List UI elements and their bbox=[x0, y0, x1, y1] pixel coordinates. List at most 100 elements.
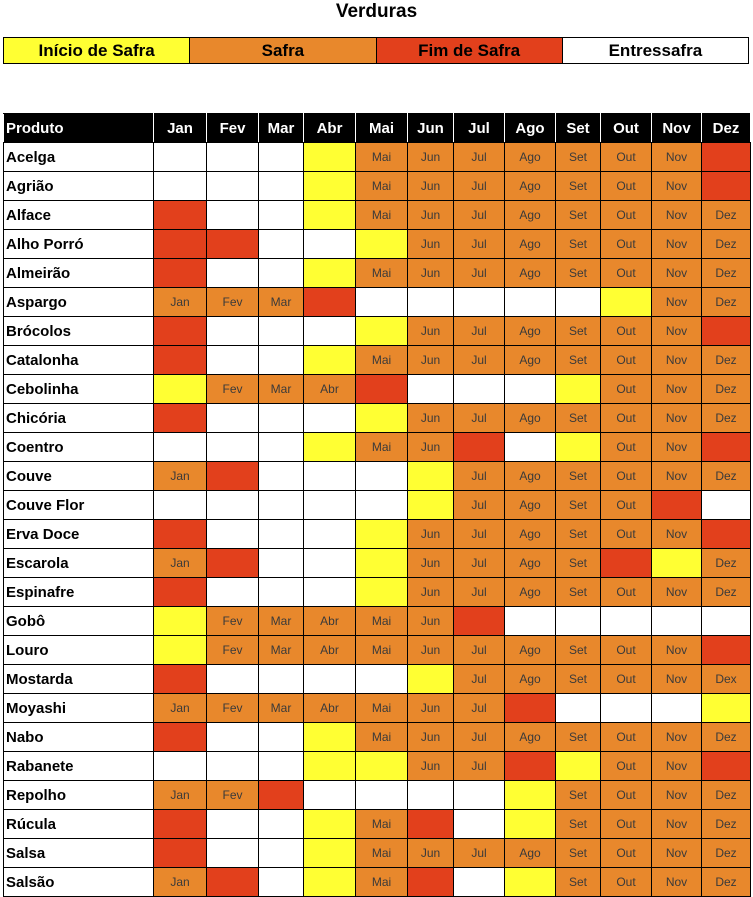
month-cell: Nov bbox=[651, 751, 702, 781]
month-cell: Out bbox=[600, 780, 652, 810]
table-row: Coentro Mai Jun Out Nov bbox=[3, 432, 751, 462]
month-cell: Jun bbox=[407, 519, 454, 549]
header-month: Out bbox=[600, 113, 652, 143]
month-cell bbox=[701, 490, 751, 520]
month-cell: Dez bbox=[701, 809, 751, 839]
month-cell: Mar bbox=[258, 374, 304, 404]
header-month: Ago bbox=[504, 113, 556, 143]
month-cell: Out bbox=[600, 751, 652, 781]
month-cell bbox=[206, 722, 259, 752]
month-cell bbox=[153, 577, 207, 607]
month-cell: Dez bbox=[701, 461, 751, 491]
month-cell bbox=[651, 548, 702, 578]
header-month: Nov bbox=[651, 113, 702, 143]
table-row: Cebolinha Fev Mar Abr Out Nov Dez bbox=[3, 374, 751, 404]
month-cell bbox=[453, 780, 505, 810]
product-name: Erva Doce bbox=[3, 519, 154, 549]
table-row: Acelga Mai Jun Jul Ago Set Out Nov bbox=[3, 142, 751, 172]
month-cell: Set bbox=[555, 664, 601, 694]
month-cell bbox=[555, 374, 601, 404]
month-cell: Abr bbox=[303, 693, 356, 723]
month-cell: Mai bbox=[355, 345, 408, 375]
month-cell: Dez bbox=[701, 229, 751, 259]
product-name: Cebolinha bbox=[3, 374, 154, 404]
month-cell: Jun bbox=[407, 171, 454, 201]
month-cell: Nov bbox=[651, 577, 702, 607]
month-cell: Jun bbox=[407, 200, 454, 230]
month-cell bbox=[206, 577, 259, 607]
month-cell bbox=[258, 577, 304, 607]
product-name: Couve bbox=[3, 461, 154, 491]
month-cell bbox=[258, 809, 304, 839]
month-cell: Nov bbox=[651, 403, 702, 433]
month-cell bbox=[303, 432, 356, 462]
month-cell: Dez bbox=[701, 403, 751, 433]
month-cell bbox=[355, 548, 408, 578]
month-cell: Mai bbox=[355, 838, 408, 868]
month-cell: Nov bbox=[651, 171, 702, 201]
table-header-row: Produto Jan Fev Mar Abr Mai Jun Jul Ago … bbox=[3, 113, 751, 143]
month-cell: Jun bbox=[407, 548, 454, 578]
month-cell: Nov bbox=[651, 519, 702, 549]
month-cell: Mai bbox=[355, 432, 408, 462]
month-cell: Set bbox=[555, 548, 601, 578]
month-cell bbox=[701, 519, 751, 549]
month-cell bbox=[206, 809, 259, 839]
month-cell: Dez bbox=[701, 722, 751, 752]
month-cell: Jul bbox=[453, 461, 505, 491]
month-cell bbox=[453, 374, 505, 404]
month-cell: Dez bbox=[701, 867, 751, 897]
month-cell: Ago bbox=[504, 200, 556, 230]
month-cell bbox=[258, 171, 304, 201]
month-cell: Jul bbox=[453, 577, 505, 607]
month-cell bbox=[153, 200, 207, 230]
month-cell: Set bbox=[555, 316, 601, 346]
month-cell: Nov bbox=[651, 258, 702, 288]
month-cell bbox=[153, 722, 207, 752]
month-cell bbox=[153, 142, 207, 172]
month-cell bbox=[600, 548, 652, 578]
month-cell bbox=[153, 606, 207, 636]
month-cell bbox=[453, 606, 505, 636]
product-name: Rabanete bbox=[3, 751, 154, 781]
month-cell: Out bbox=[600, 664, 652, 694]
legend-fim: Fim de Safra bbox=[376, 38, 563, 63]
month-cell bbox=[206, 258, 259, 288]
month-cell: Nov bbox=[651, 809, 702, 839]
month-cell: Set bbox=[555, 867, 601, 897]
legend-safra: Safra bbox=[190, 38, 377, 63]
month-cell: Ago bbox=[504, 403, 556, 433]
month-cell: Mar bbox=[258, 635, 304, 665]
month-cell: Nov bbox=[651, 780, 702, 810]
month-cell: Set bbox=[555, 403, 601, 433]
month-cell bbox=[153, 403, 207, 433]
month-cell bbox=[355, 780, 408, 810]
month-cell bbox=[504, 780, 556, 810]
month-cell bbox=[153, 374, 207, 404]
month-cell bbox=[258, 142, 304, 172]
month-cell bbox=[153, 751, 207, 781]
table-row: Espinafre Jun Jul Ago Set Out Nov Dez bbox=[3, 577, 751, 607]
month-cell bbox=[600, 606, 652, 636]
month-cell: Jan bbox=[153, 548, 207, 578]
month-cell: Jun bbox=[407, 751, 454, 781]
month-cell: Set bbox=[555, 200, 601, 230]
month-cell bbox=[206, 519, 259, 549]
month-cell: Set bbox=[555, 490, 601, 520]
product-name: Espinafre bbox=[3, 577, 154, 607]
table-row: Almeirão Mai Jun Jul Ago Set Out Nov Dez bbox=[3, 258, 751, 288]
month-cell: Jan bbox=[153, 867, 207, 897]
month-cell: Jul bbox=[453, 635, 505, 665]
table-row: Agrião Mai Jun Jul Ago Set Out Nov bbox=[3, 171, 751, 201]
month-cell bbox=[600, 693, 652, 723]
month-cell bbox=[258, 490, 304, 520]
month-cell bbox=[206, 867, 259, 897]
month-cell: Jun bbox=[407, 635, 454, 665]
month-cell: Ago bbox=[504, 142, 556, 172]
table-row: Alface Mai Jun Jul Ago Set Out Nov Dez bbox=[3, 200, 751, 230]
month-cell: Dex bbox=[701, 664, 751, 694]
month-cell: Ago bbox=[504, 577, 556, 607]
month-cell bbox=[701, 751, 751, 781]
month-cell: Jun bbox=[407, 577, 454, 607]
product-name: Agrião bbox=[3, 171, 154, 201]
